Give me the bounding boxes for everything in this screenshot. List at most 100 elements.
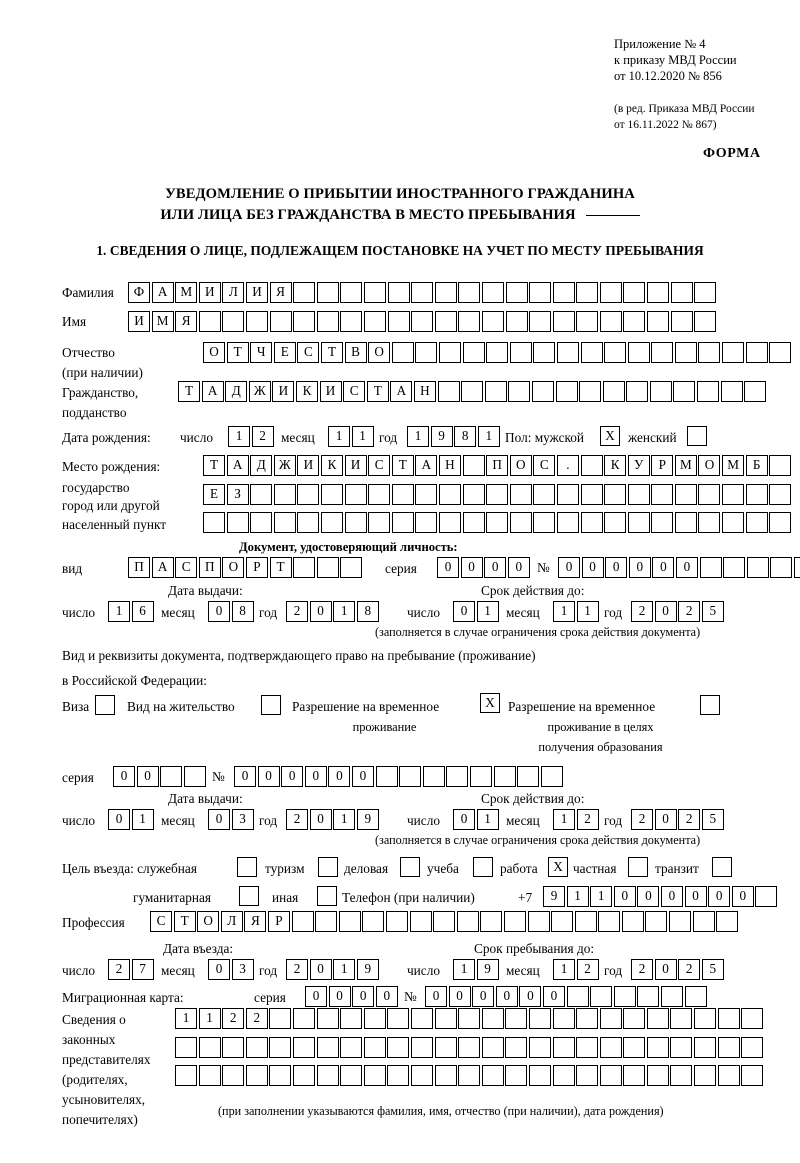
purpose-other-checkbox[interactable] (317, 886, 337, 906)
char-box[interactable] (462, 455, 485, 476)
char-box[interactable] (527, 911, 550, 932)
char-box[interactable] (627, 512, 650, 533)
char-box[interactable] (627, 342, 650, 363)
char-box[interactable]: 1 (477, 426, 500, 447)
char-box[interactable]: 0 (675, 557, 698, 578)
char-box[interactable]: С (150, 911, 172, 932)
char-box[interactable]: 0 (425, 986, 447, 1007)
char-box[interactable]: 8 (231, 601, 254, 622)
char-box[interactable] (363, 282, 386, 303)
char-box[interactable] (769, 342, 792, 363)
char-box[interactable]: К (295, 381, 318, 402)
char-box[interactable] (556, 512, 579, 533)
char-box[interactable]: З (226, 484, 249, 505)
char-box[interactable]: 0 (660, 886, 683, 907)
char-box[interactable] (717, 1065, 740, 1086)
char-box[interactable] (580, 342, 603, 363)
char-box[interactable]: 1 (566, 886, 589, 907)
char-box[interactable]: 2 (245, 1008, 268, 1029)
char-box[interactable]: 9 (543, 886, 565, 907)
char-box[interactable]: О (698, 455, 721, 476)
char-box[interactable] (250, 484, 273, 505)
char-box[interactable]: С (368, 455, 391, 476)
char-box[interactable] (368, 512, 391, 533)
char-box[interactable] (533, 484, 556, 505)
char-box[interactable] (315, 911, 338, 932)
char-box[interactable] (434, 1008, 457, 1029)
char-box[interactable] (293, 282, 316, 303)
char-box[interactable] (344, 484, 367, 505)
sex-female-checkbox[interactable] (687, 426, 707, 446)
char-box[interactable] (623, 1008, 646, 1029)
char-box[interactable] (222, 311, 245, 332)
char-box[interactable]: О (222, 557, 245, 578)
purpose-work-checkbox[interactable]: X (548, 857, 568, 877)
char-box[interactable]: Т (366, 381, 389, 402)
char-box[interactable] (699, 557, 722, 578)
char-box[interactable] (410, 1037, 433, 1058)
char-box[interactable] (746, 557, 769, 578)
purpose-private-checkbox[interactable] (628, 857, 648, 877)
char-box[interactable] (623, 311, 646, 332)
char-box[interactable] (508, 381, 531, 402)
char-box[interactable]: Я (175, 311, 198, 332)
char-box[interactable]: 9 (356, 809, 379, 830)
char-box[interactable]: 0 (731, 886, 754, 907)
char-box[interactable] (422, 766, 445, 787)
char-box[interactable] (387, 311, 410, 332)
char-box[interactable] (481, 1008, 504, 1029)
char-box[interactable]: М (722, 455, 745, 476)
char-box[interactable]: 1 (553, 959, 575, 980)
char-box[interactable] (670, 282, 693, 303)
char-box[interactable] (556, 342, 579, 363)
char-box[interactable]: 2 (678, 809, 701, 830)
char-box[interactable] (716, 911, 739, 932)
char-box[interactable] (175, 1037, 197, 1058)
char-box[interactable] (292, 1065, 315, 1086)
char-box[interactable] (245, 1037, 268, 1058)
char-box[interactable] (698, 342, 721, 363)
char-box[interactable]: 1 (590, 886, 613, 907)
char-box[interactable] (203, 512, 225, 533)
char-box[interactable] (480, 911, 503, 932)
char-box[interactable] (458, 1065, 481, 1086)
char-box[interactable]: Ф (128, 282, 150, 303)
char-box[interactable] (623, 282, 646, 303)
char-box[interactable]: 1 (453, 959, 475, 980)
char-box[interactable] (533, 342, 556, 363)
char-box[interactable] (621, 911, 644, 932)
char-box[interactable] (576, 282, 599, 303)
char-box[interactable]: А (151, 557, 174, 578)
char-box[interactable]: Т (173, 911, 196, 932)
visa-checkbox[interactable] (95, 695, 115, 715)
char-box[interactable]: А (151, 282, 174, 303)
char-box[interactable] (651, 484, 674, 505)
char-box[interactable] (602, 381, 625, 402)
char-box[interactable] (493, 766, 516, 787)
char-box[interactable] (340, 1065, 363, 1086)
char-box[interactable] (599, 282, 622, 303)
purpose-service-checkbox[interactable] (237, 857, 257, 877)
char-box[interactable] (599, 311, 622, 332)
char-box[interactable] (769, 455, 792, 476)
char-box[interactable]: 0 (208, 809, 230, 830)
char-box[interactable] (717, 1008, 740, 1029)
char-box[interactable] (599, 1037, 622, 1058)
char-box[interactable]: 1 (228, 426, 250, 447)
char-box[interactable] (722, 342, 745, 363)
char-box[interactable]: 2 (678, 959, 701, 980)
char-box[interactable]: 2 (576, 959, 599, 980)
